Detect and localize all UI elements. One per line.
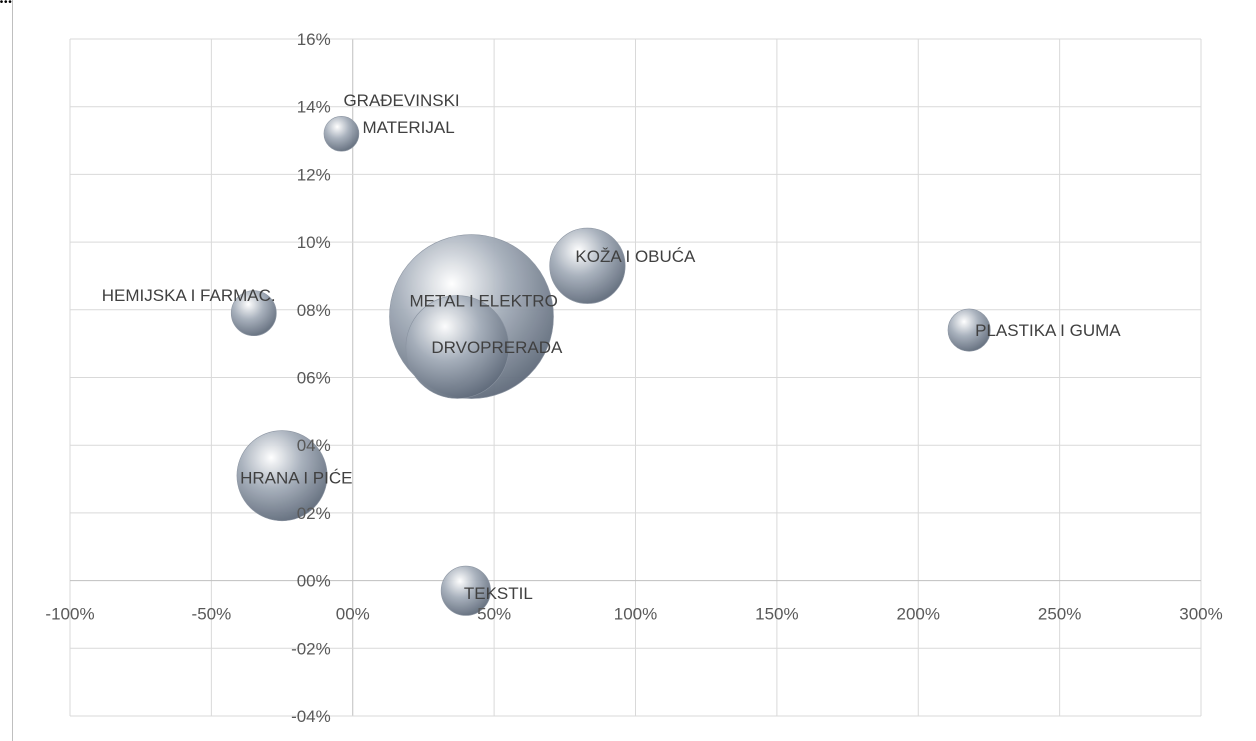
- bubble: [230, 290, 277, 337]
- y-tick-label: 02%: [297, 504, 331, 523]
- data-label: KOŽA I OBUĆA: [575, 247, 696, 266]
- y-tick-label: 16%: [297, 30, 331, 49]
- y-tick-label: 12%: [297, 165, 331, 184]
- page-caption: ...: [0, 0, 380, 12]
- x-tick-label: 50%: [477, 605, 511, 624]
- left-border-line: [12, 0, 13, 741]
- x-tick-label: 100%: [614, 605, 657, 624]
- data-label: GRAĐEVINSKI MATERIJAL: [343, 91, 459, 137]
- y-tick-label: -02%: [291, 639, 331, 658]
- bubble: [323, 115, 360, 152]
- x-tick-labels: -100% -50% 00% 50% 100% 150% 200% 250% 300%: [45, 605, 1222, 624]
- x-tick-label: 300%: [1179, 605, 1222, 624]
- bubble: [947, 308, 991, 352]
- y-tick-labels: -04% -02% 00% 02% 04% 06% 08% 10% 12% 14% 16%: [291, 30, 331, 726]
- x-tick-label: -100%: [45, 605, 94, 624]
- y-tick-label: 08%: [297, 301, 331, 320]
- data-label: HEMIJSKA I FARMAC.: [102, 286, 276, 305]
- data-label: PLASTIKA I GUMA: [975, 321, 1121, 340]
- bubble: [405, 295, 510, 399]
- bubble: [236, 430, 328, 522]
- bubble: [549, 227, 626, 304]
- x-tick-label: 200%: [897, 605, 940, 624]
- data-label: HRANA I PIĆE: [240, 469, 352, 488]
- bubbles: [230, 115, 991, 616]
- y-tick-label: -04%: [291, 707, 331, 726]
- y-tick-label: 14%: [297, 98, 331, 117]
- x-tick-label: 250%: [1038, 605, 1081, 624]
- bubble-labels: GRAĐEVINSKI MATERIJAL HEMIJSKA I FARMAC. ME…: [102, 91, 1122, 603]
- data-label: DRVOPRERADA: [431, 338, 563, 357]
- data-label: METAL I ELEKTRO: [410, 292, 558, 311]
- data-label: TEKSTIL: [464, 584, 533, 603]
- y-tick-label: 04%: [297, 436, 331, 455]
- x-tick-label: -50%: [192, 605, 232, 624]
- y-tick-label: 00%: [297, 572, 331, 591]
- x-tick-label: 00%: [336, 605, 370, 624]
- x-tick-label: 150%: [755, 605, 798, 624]
- bubble: [440, 565, 491, 616]
- y-tick-label: 10%: [297, 233, 331, 252]
- y-tick-label: 06%: [297, 369, 331, 388]
